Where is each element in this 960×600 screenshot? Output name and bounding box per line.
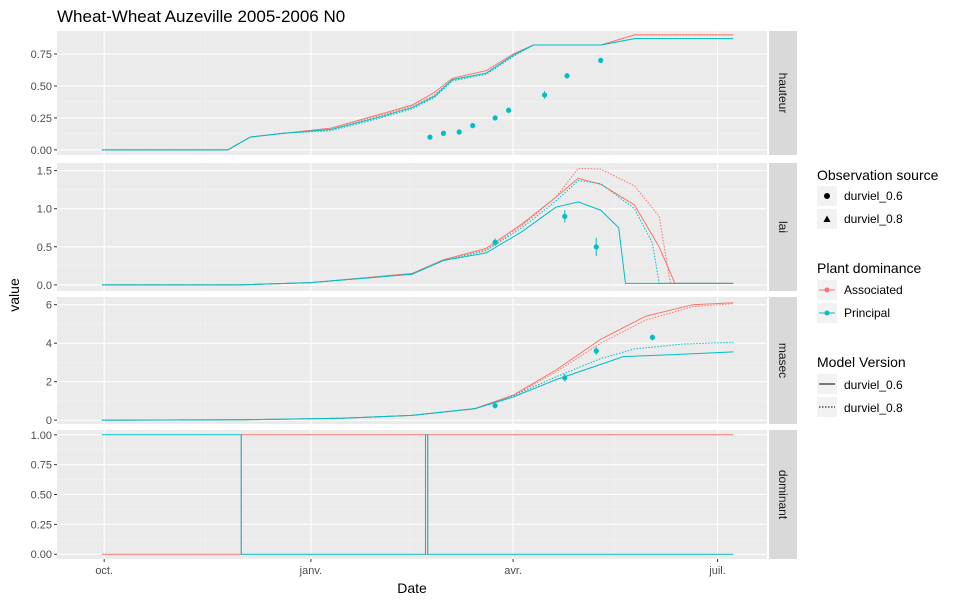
- legend-title-observation-source: Observation source: [817, 167, 939, 183]
- triangle-shape-icon: [823, 215, 831, 222]
- legend-model-version: Model Version durviel_0.6 durviel_0.8: [817, 354, 906, 417]
- observation-point: [541, 92, 548, 98]
- legend-label: durviel_0.8: [844, 212, 903, 226]
- observation-point: [492, 239, 498, 245]
- legend-label: Associated: [844, 283, 903, 297]
- y-tick-label: 2: [46, 377, 52, 389]
- legend-label: durviel_0.6: [844, 189, 903, 203]
- y-tick-label: 0.00: [31, 145, 52, 157]
- legend-label: durviel_0.6: [844, 378, 903, 392]
- y-tick-label: 0.25: [31, 113, 52, 125]
- y-tick-label: 0.50: [31, 490, 52, 502]
- facet-strip: [769, 430, 797, 559]
- observation-point: [492, 403, 498, 409]
- y-tick-label: 1.00: [31, 430, 52, 442]
- observation-point: [649, 334, 656, 341]
- observation-point: [492, 115, 498, 121]
- facet-strip: [769, 297, 797, 424]
- observation-point: [456, 129, 462, 135]
- observation-point: [470, 122, 476, 129]
- legend-key-bg: [817, 397, 837, 417]
- x-tick-label: janv.: [299, 565, 322, 577]
- y-tick-label: 0.5: [37, 242, 52, 254]
- associated-point-key: [824, 287, 830, 293]
- y-tick-label: 0.0: [37, 280, 52, 292]
- series-principal-durviel-0-6: [101, 434, 734, 555]
- facet-strip-label: hauteur: [776, 73, 790, 114]
- y-tick-label: 0: [46, 415, 52, 427]
- legend: Observation source durviel_0.6 durviel_0…: [817, 167, 939, 417]
- y-axis-label: value: [6, 278, 22, 312]
- observation-point: [427, 134, 433, 140]
- y-tick-label: 0.00: [31, 549, 52, 561]
- observation-point: [562, 375, 568, 381]
- observation-point: [562, 213, 568, 219]
- facet-strip-label: masec: [776, 343, 790, 378]
- panel-lai: 0.0 0.5 1.0 1.5 lai: [37, 163, 797, 292]
- y-tick-label: 4: [46, 338, 52, 350]
- chart-title: Wheat-Wheat Auzeville 2005-2006 N0: [57, 7, 345, 26]
- panel-background: [57, 31, 767, 155]
- observation-point: [506, 107, 512, 113]
- legend-observation-source: Observation source durviel_0.6 durviel_0…: [817, 167, 939, 229]
- panel-background: [57, 163, 767, 291]
- facet-strip-label: lai: [776, 221, 790, 233]
- panel-background: [57, 297, 767, 424]
- facet-strip: [769, 31, 797, 155]
- observation-point: [440, 130, 447, 136]
- y-tick-label: 1.0: [37, 204, 52, 216]
- y-tick-label: 0.50: [31, 81, 52, 93]
- legend-label: Principal: [844, 306, 890, 320]
- principal-point-key: [824, 310, 830, 316]
- x-tick-label: oct.: [95, 565, 113, 577]
- observation-point: [593, 348, 599, 354]
- y-tick-label: 0.75: [31, 460, 52, 472]
- facet-panels: 0.00 0.25 0.50 0.75 hauteur 0.0 0.5 1.0 1.5 lai 0 2…: [31, 31, 797, 561]
- x-axis-label: Date: [397, 580, 427, 596]
- series-principal-durviel-0-8: [101, 38, 734, 151]
- y-tick-label: 6: [46, 300, 52, 312]
- panel-hauteur: 0.00 0.25 0.50 0.75 hauteur: [31, 31, 797, 157]
- legend-plant-dominance: Plant dominance Associated Principal: [817, 260, 922, 323]
- panel-dominant: 0.00 0.25 0.50 0.75 1.00 dominant: [31, 430, 797, 561]
- legend-title-model-version: Model Version: [817, 354, 906, 370]
- circle-shape-icon: [824, 193, 830, 199]
- y-tick-label: 1.5: [37, 166, 52, 178]
- x-axis: oct. janv. avr. juil.: [95, 559, 726, 577]
- x-tick-label: juil.: [708, 565, 726, 577]
- observation-point: [593, 244, 599, 250]
- series-principal-durviel-0-6: [101, 351, 734, 421]
- panel-masec: 0 2 4 6 masec: [46, 297, 797, 427]
- observation-point: [598, 57, 604, 64]
- y-tick-label: 0.75: [31, 49, 52, 61]
- series-associated-durviel-0-8: [101, 303, 734, 421]
- legend-label: durviel_0.8: [844, 401, 903, 415]
- series-principal-durviel-0-8: [101, 179, 734, 286]
- facet-strip: [769, 163, 797, 291]
- facet-strip-label: dominant: [776, 470, 790, 520]
- series-principal-durviel-0-6: [101, 201, 734, 286]
- legend-title-plant-dominance: Plant dominance: [817, 260, 922, 276]
- observation-point: [564, 73, 570, 79]
- x-tick-label: avr.: [504, 565, 522, 577]
- y-tick-label: 0.25: [31, 519, 52, 531]
